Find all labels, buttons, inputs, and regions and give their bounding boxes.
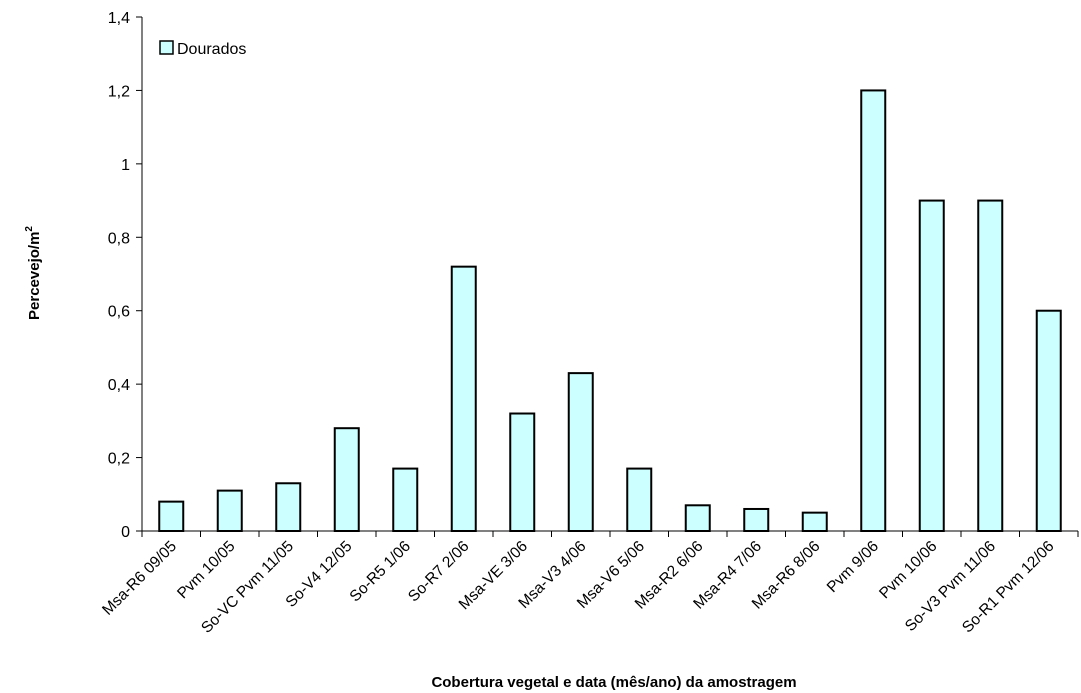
x-category-label: So-R5 1/06: [347, 538, 414, 605]
y-tick-label: 0,2: [108, 451, 130, 468]
legend: Dourados: [159, 40, 246, 58]
y-tick-label: 1,4: [108, 10, 130, 27]
y-axis-title-superscript: 2: [24, 226, 35, 232]
bar: [918, 199, 945, 532]
y-axis-title-text: Percevejo/m: [26, 232, 43, 320]
bars: [158, 89, 1062, 533]
bar: [1035, 309, 1062, 533]
bar: [450, 265, 477, 532]
bar: [567, 372, 594, 532]
x-axis-title: Cobertura vegetal e data (mês/ano) da am…: [431, 674, 796, 691]
bar: [158, 500, 185, 532]
bar: [801, 511, 828, 533]
bar: [216, 489, 243, 533]
y-axis-ticks: 0 0,2 0,4 0,6 0,8 1 1,2 1,4: [108, 10, 142, 541]
x-category-label: Pvm 9/06: [824, 538, 882, 596]
y-tick-label: 0: [121, 524, 130, 541]
y-tick-label: 0,8: [108, 230, 130, 247]
bar: [977, 199, 1004, 532]
y-tick-label: 1: [121, 157, 130, 174]
bar: [860, 89, 887, 533]
bar: [333, 427, 360, 533]
bar: [509, 412, 536, 532]
bar: [743, 507, 770, 533]
x-category-label: Msa-R6 09/05: [99, 538, 180, 619]
bar: [626, 467, 653, 533]
x-axis-ticks: [141, 531, 1079, 537]
y-tick-label: 1,2: [108, 83, 130, 100]
bar: [275, 482, 302, 532]
legend-label: Dourados: [177, 41, 246, 58]
legend-swatch: [159, 40, 174, 55]
y-tick-label: 0,4: [108, 377, 130, 394]
y-tick-label: 0,6: [108, 304, 130, 321]
bar: [392, 467, 419, 533]
bar: [684, 504, 711, 532]
y-axis-title: Percevejo/m2: [24, 226, 43, 320]
